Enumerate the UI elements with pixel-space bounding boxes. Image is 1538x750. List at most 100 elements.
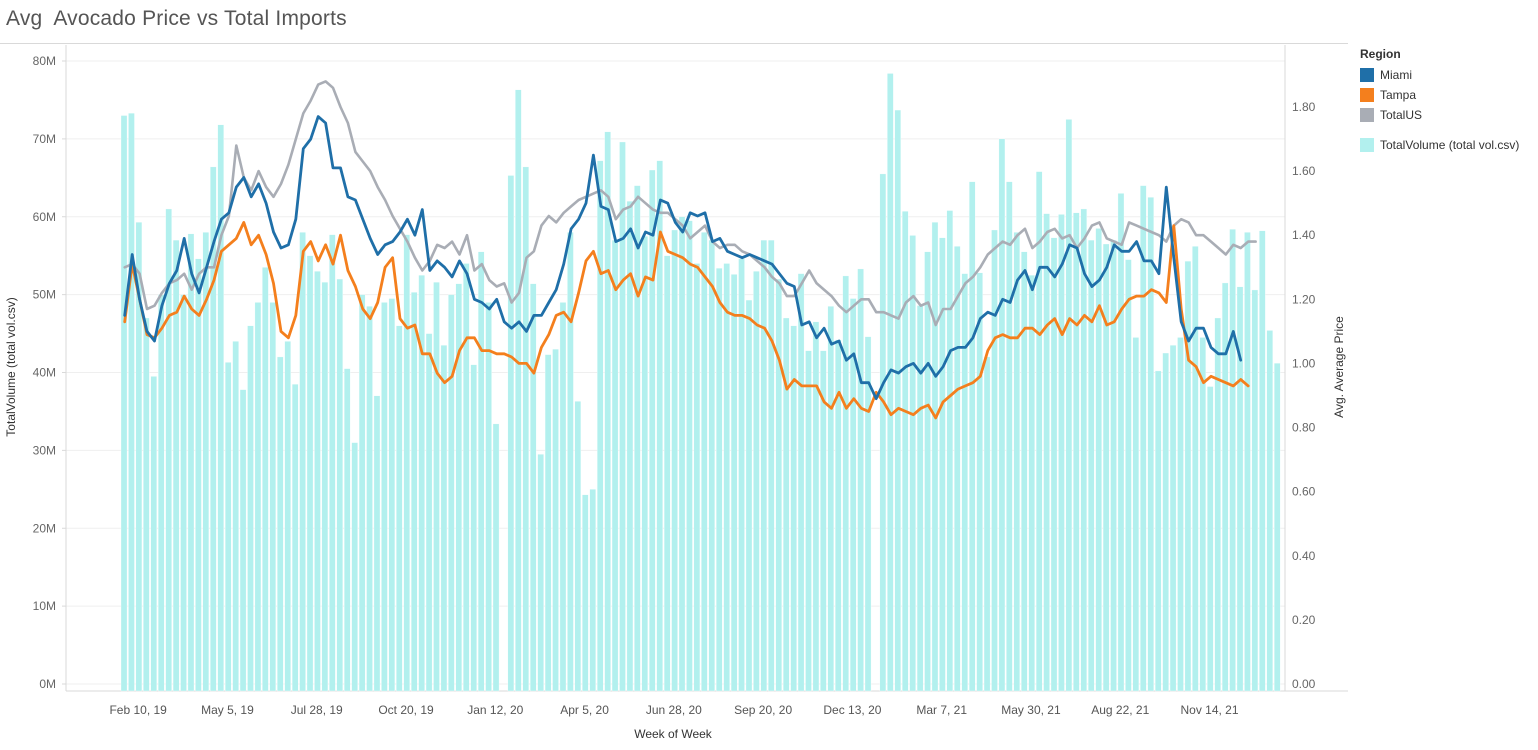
volume-bar — [768, 239, 775, 692]
left-tick-label: 60M — [33, 210, 56, 224]
volume-bar — [559, 302, 567, 692]
volume-bar — [991, 229, 998, 692]
volume-bar — [738, 258, 745, 692]
series-line-tampa — [123, 221, 1250, 420]
title-divider — [0, 43, 1348, 44]
volume-bar — [150, 376, 157, 692]
volume-bar — [753, 271, 760, 692]
volume-bar — [1088, 239, 1095, 692]
left-tick-label: 0M — [39, 677, 56, 691]
right-tick-label: 1.80 — [1292, 100, 1316, 114]
volume-bar — [1110, 239, 1117, 692]
left-tick-label: 50M — [33, 288, 56, 302]
volume-bar — [946, 210, 954, 692]
left-tick-label: 40M — [33, 366, 56, 380]
x-tick-label: Jul 28, 19 — [291, 703, 343, 717]
x-tick-label: May 30, 21 — [1001, 703, 1061, 717]
volume-bar — [344, 368, 351, 692]
volume-bar — [306, 255, 314, 692]
x-tick-label: Sep 20, 20 — [734, 703, 792, 717]
volume-bar — [217, 124, 224, 692]
volume-bar — [582, 494, 589, 692]
volume-bar — [1065, 119, 1073, 692]
volume-bar — [1028, 275, 1035, 692]
volume-bar — [805, 350, 812, 692]
volume-bar — [969, 181, 976, 692]
volume-bar — [1199, 337, 1206, 692]
volume-bar — [1244, 232, 1251, 692]
volume-bar — [745, 299, 753, 692]
legend-item-tampa[interactable]: Tampa — [1360, 85, 1519, 105]
volume-bar — [351, 442, 358, 692]
volume-bar — [954, 246, 961, 692]
series-line-miami — [123, 115, 1243, 401]
right-tick-label: 0.80 — [1292, 421, 1316, 435]
volume-bar — [1043, 213, 1050, 692]
series-line-totalus — [123, 80, 1257, 327]
volume-bar — [403, 234, 410, 692]
volume-bar — [210, 166, 217, 692]
volume-bar — [611, 239, 619, 692]
volume-bar — [180, 294, 187, 692]
volume-bar — [291, 384, 299, 692]
volume-bar — [656, 160, 663, 692]
volume-bar — [1125, 259, 1132, 692]
volume-bar — [1274, 363, 1281, 692]
legend: Region Miami Tampa TotalUS TotalVolume (… — [1360, 47, 1519, 155]
volume-bar — [604, 131, 611, 692]
right-tick-label: 1.00 — [1292, 356, 1316, 370]
volume-bar — [135, 222, 143, 692]
x-tick-label: Nov 14, 21 — [1180, 703, 1238, 717]
volume-bar — [381, 302, 388, 692]
volume-bar — [239, 389, 247, 692]
x-tick-label: Jun 28, 20 — [646, 703, 702, 717]
volume-bar — [262, 267, 269, 692]
volume-bar — [448, 294, 455, 692]
volume-bar — [299, 232, 306, 692]
volume-bar — [812, 321, 820, 692]
volume-bar — [842, 275, 849, 692]
volume-bar — [336, 278, 343, 692]
volume-bar — [1140, 185, 1147, 692]
volume-bar — [120, 115, 128, 692]
volume-bar — [1021, 251, 1028, 692]
legend-label-miami: Miami — [1380, 68, 1412, 82]
left-tick-label: 10M — [33, 599, 56, 613]
volume-bar — [418, 275, 425, 692]
volume-bar — [366, 306, 373, 692]
volume-bar — [284, 341, 291, 692]
volume-bar — [671, 229, 678, 692]
left-axis-title: TotalVolume (total vol.csv) — [4, 297, 18, 436]
volume-bar — [537, 454, 544, 692]
volume-bar — [1236, 286, 1244, 692]
volume-bar — [686, 220, 693, 692]
right-tick-label: 1.40 — [1292, 228, 1316, 242]
volume-bar — [708, 239, 715, 692]
volume-bar — [693, 263, 701, 692]
legend-item-totalvolume[interactable]: TotalVolume (total vol.csv) — [1360, 135, 1519, 155]
volume-bar — [1080, 208, 1087, 692]
volume-bar — [790, 325, 797, 692]
legend-label-totalvolume: TotalVolume (total vol.csv) — [1380, 138, 1520, 152]
volume-bar — [470, 364, 477, 692]
volume-bar — [1177, 337, 1184, 692]
x-tick-label: Oct 20, 19 — [378, 703, 434, 717]
volume-bar — [396, 325, 403, 692]
volume-bar — [894, 109, 901, 692]
legend-swatch-totalvolume — [1360, 138, 1374, 152]
volume-bar — [1035, 171, 1043, 692]
volume-bar — [1266, 330, 1273, 692]
volume-bar — [440, 345, 448, 692]
volume-bar — [463, 263, 470, 692]
legend-item-totalus[interactable]: TotalUS — [1360, 105, 1519, 125]
volume-bar — [976, 272, 983, 692]
volume-bar — [1073, 212, 1080, 692]
x-tick-label: Feb 10, 19 — [109, 703, 167, 717]
volume-bar — [634, 185, 641, 692]
left-tick-label: 80M — [33, 54, 56, 68]
x-tick-label: Jan 12, 20 — [467, 703, 523, 717]
volume-bar — [1221, 282, 1229, 692]
legend-label-tampa: Tampa — [1380, 88, 1417, 102]
legend-item-miami[interactable]: Miami — [1360, 65, 1519, 85]
